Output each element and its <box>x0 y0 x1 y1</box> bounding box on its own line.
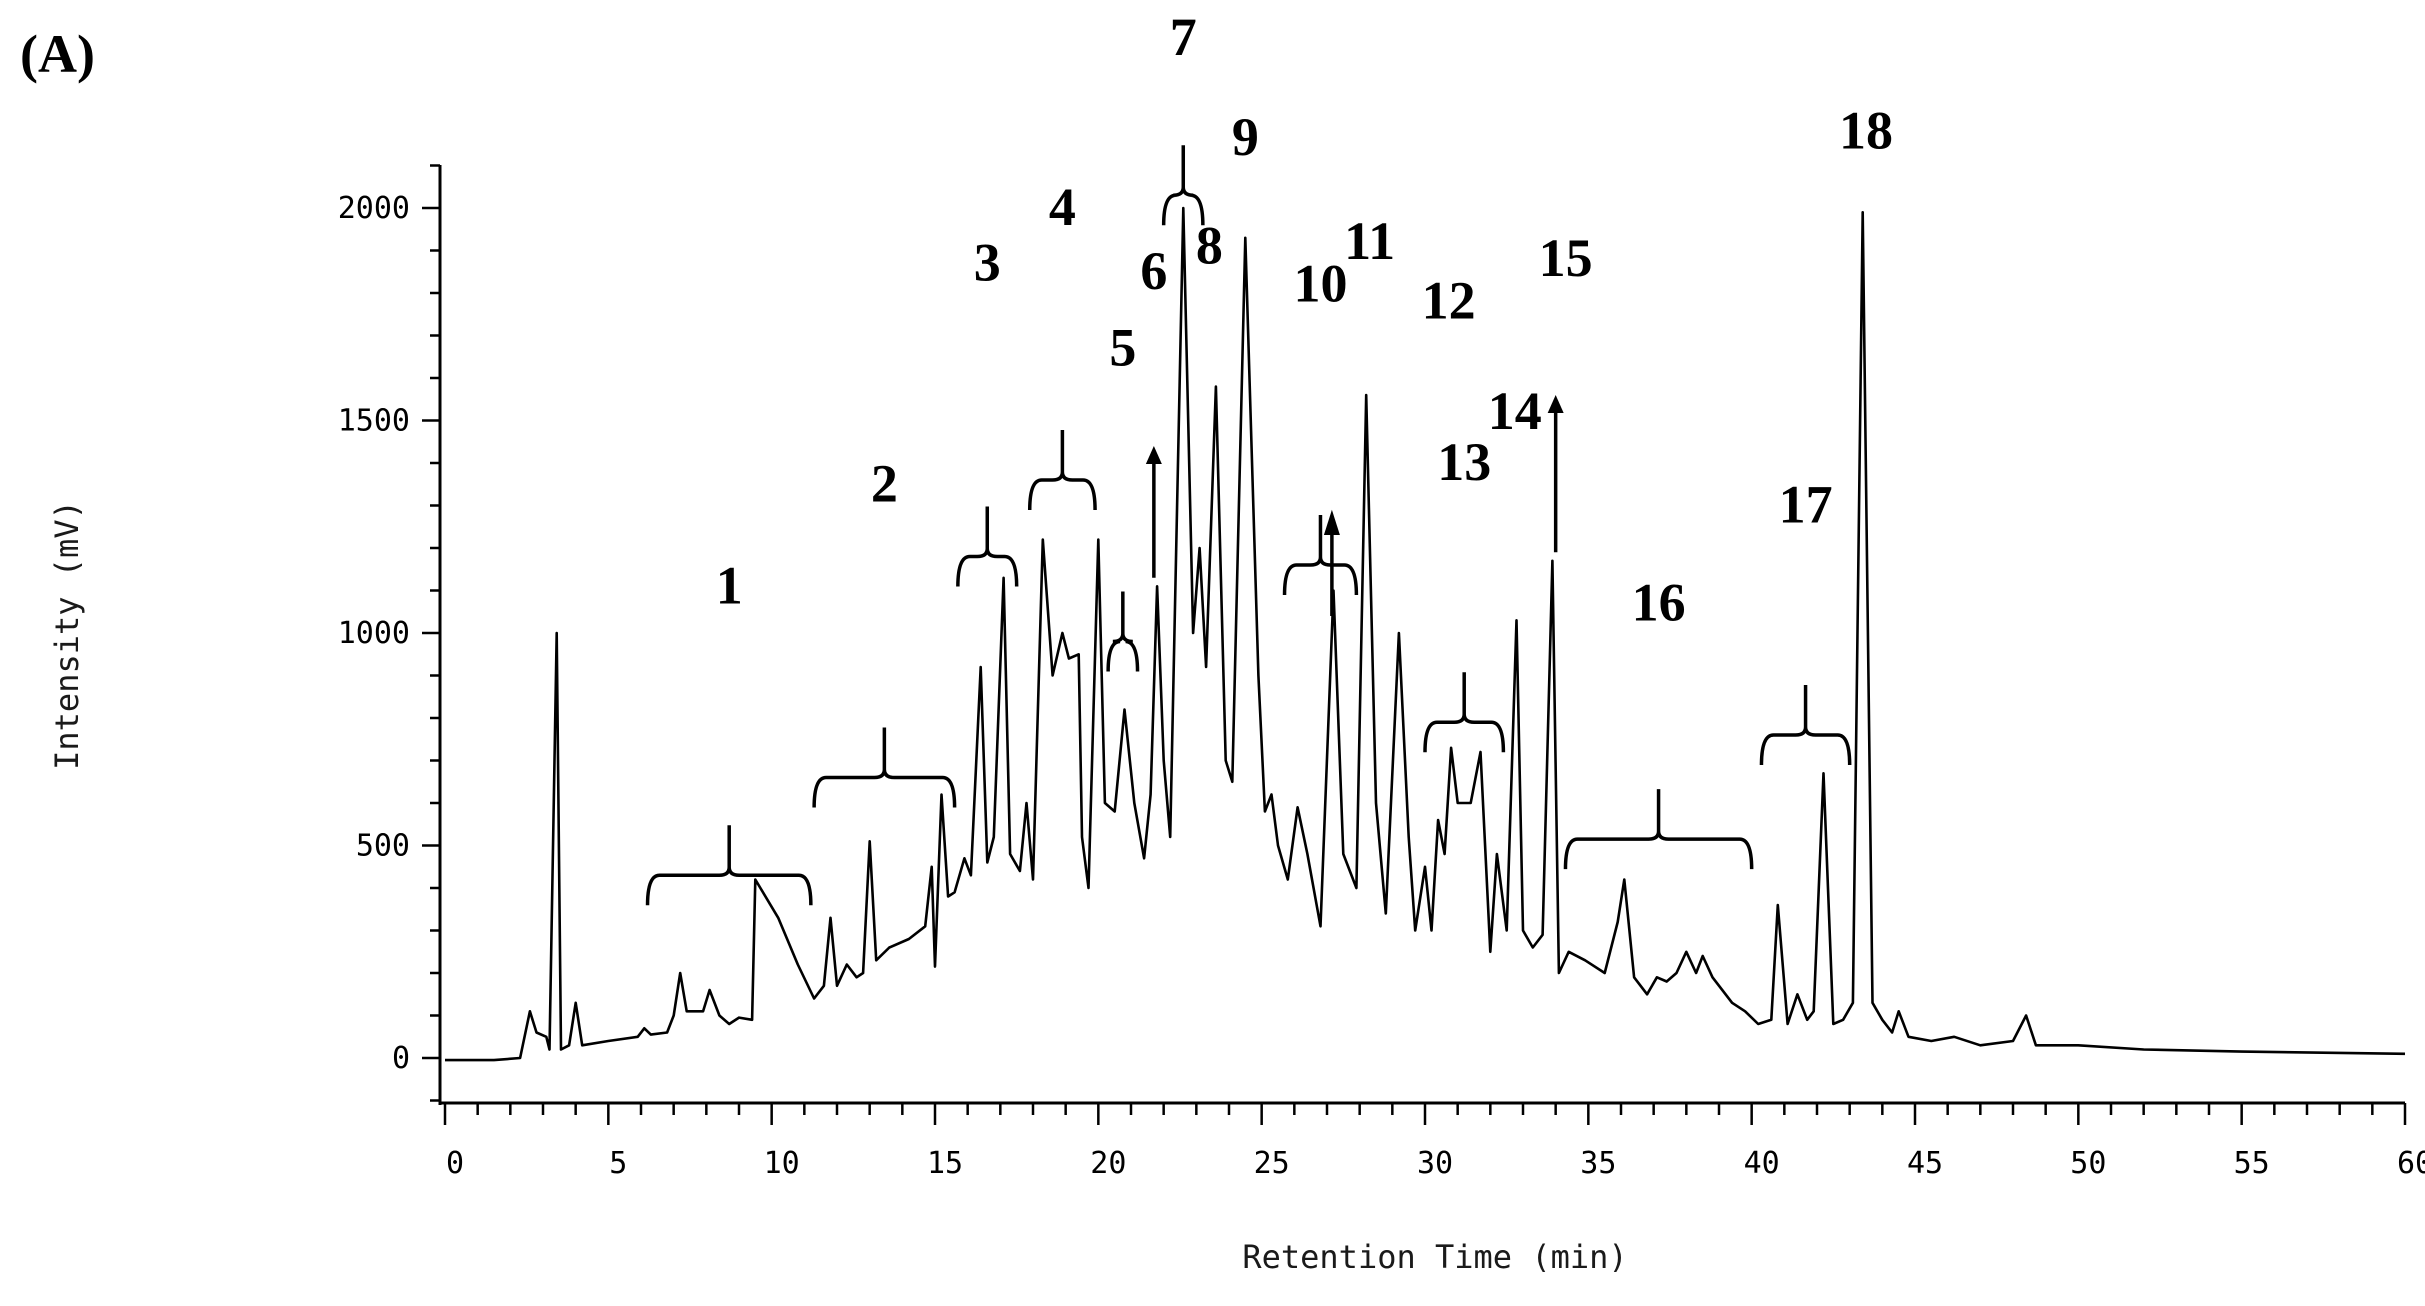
x-tick-label: 30 <box>1417 1146 1453 1181</box>
peak-label: 7 <box>1170 7 1197 67</box>
x-tick-label: 15 <box>927 1146 963 1181</box>
x-tick-label: 40 <box>1744 1146 1780 1181</box>
bracket <box>812 727 957 808</box>
peak-label: 11 <box>1344 211 1395 271</box>
peak-label: 15 <box>1539 228 1593 288</box>
peak-label: 6 <box>1140 241 1167 301</box>
peak-annotation-5: 5 <box>1106 317 1140 672</box>
x-tick-label: 35 <box>1580 1146 1616 1181</box>
peak-label: 12 <box>1422 271 1476 331</box>
peak-annotation-18: 18 <box>1839 101 1893 161</box>
y-axis-title: Intensity (mV) <box>48 500 86 770</box>
x-tick-label: 5 <box>609 1146 627 1181</box>
x-tick-label: 50 <box>2070 1146 2106 1181</box>
bracket <box>956 506 1019 587</box>
x-tick-label: 25 <box>1254 1146 1290 1181</box>
arrow-head <box>1145 446 1162 464</box>
x-tick-label: 20 <box>1090 1146 1126 1181</box>
bracket <box>1027 430 1097 511</box>
bracket <box>1282 515 1359 596</box>
x-tick-label: 45 <box>1907 1146 1943 1181</box>
peak-annotation-16: 16 <box>1563 572 1754 870</box>
plot-area <box>445 206 2406 1062</box>
peak-annotation-8: 8 <box>1196 215 1223 275</box>
x-tick-label: 60 <box>2397 1146 2425 1181</box>
peak-annotation-1: 1 <box>645 555 813 906</box>
chromatogram-trace <box>445 206 2406 1062</box>
bracket <box>1759 685 1852 766</box>
peak-annotation-7: 7 <box>1161 7 1205 226</box>
peak-annotation-2: 2 <box>812 453 957 808</box>
panel-label: (A) <box>20 24 95 84</box>
peak-annotation-3: 3 <box>956 232 1019 587</box>
peak-annotation-13: 13 <box>1423 432 1506 753</box>
peak-annotation-17: 17 <box>1759 475 1852 766</box>
x-axis-title: Retention Time (min) <box>1242 1238 1627 1276</box>
peak-annotation-14: 14 <box>1488 381 1542 441</box>
arrow-head <box>1547 395 1564 413</box>
peak-annotation-6: 6 <box>1140 241 1167 578</box>
peak-annotation-9: 9 <box>1232 107 1259 167</box>
peak-annotation-10: 10 <box>1282 254 1359 616</box>
peak-label: 16 <box>1632 572 1686 632</box>
arrow-head <box>1323 509 1340 535</box>
bracket <box>1106 591 1140 672</box>
peak-label: 8 <box>1196 215 1223 275</box>
peak-label: 1 <box>716 555 743 615</box>
y-tick-label: 0 <box>392 1041 410 1076</box>
x-tick-label: 0 <box>446 1146 464 1181</box>
peak-label: 18 <box>1839 101 1893 161</box>
peak-label: 4 <box>1049 177 1076 237</box>
peak-label: 17 <box>1779 475 1833 535</box>
x-tick-label: 10 <box>764 1146 800 1181</box>
bracket <box>645 825 813 906</box>
bracket <box>1563 789 1754 870</box>
y-tick-label: 500 <box>356 829 410 864</box>
peak-annotation-4: 4 <box>1027 177 1097 511</box>
peak-label: 10 <box>1293 254 1347 314</box>
peak-annotation-15: 15 <box>1539 228 1593 553</box>
y-tick-label: 1000 <box>338 616 410 651</box>
y-tick-label: 2000 <box>338 191 410 226</box>
bracket <box>1161 145 1205 226</box>
y-tick-label: 1500 <box>338 404 410 439</box>
peak-annotation-12: 12 <box>1422 271 1476 331</box>
x-tick-label: 55 <box>2234 1146 2270 1181</box>
bracket <box>1423 672 1506 753</box>
peak-label: 9 <box>1232 107 1259 167</box>
peak-label: 13 <box>1437 432 1491 492</box>
peak-label: 14 <box>1488 381 1542 441</box>
peak-label: 3 <box>974 232 1001 292</box>
peak-label: 5 <box>1109 317 1136 377</box>
peak-annotation-11: 11 <box>1344 211 1395 271</box>
peak-label: 2 <box>871 453 898 513</box>
